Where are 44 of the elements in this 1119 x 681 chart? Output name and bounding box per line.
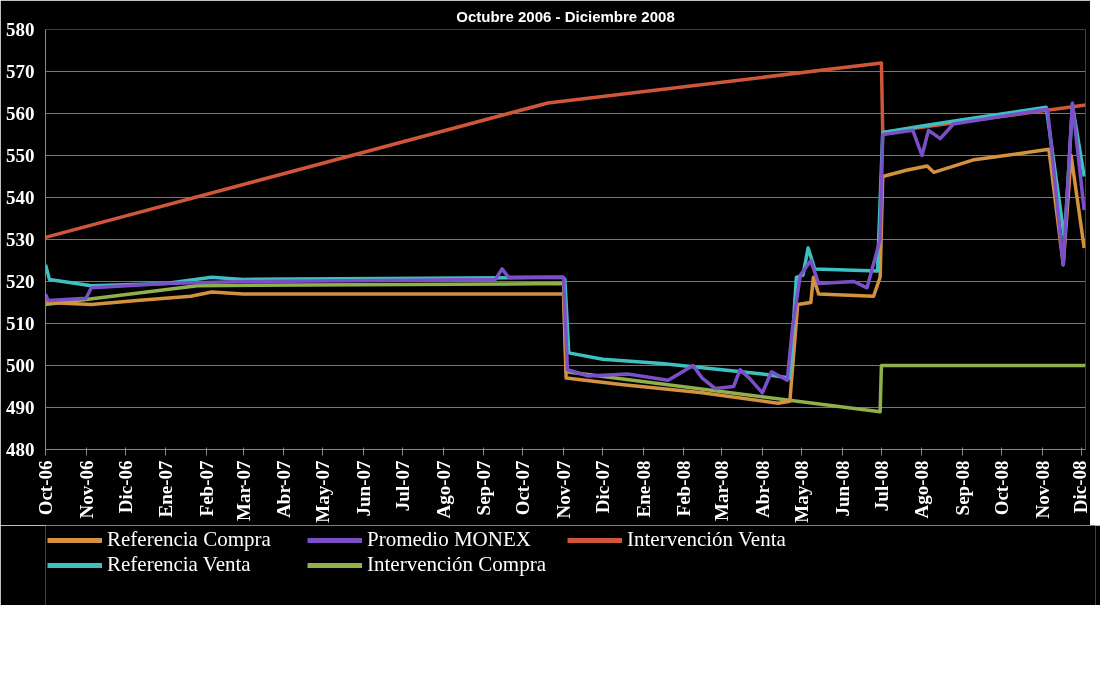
x-tick-label: Dic-06: [114, 460, 136, 514]
x-tick-label: Dic-08: [1069, 460, 1091, 514]
legend-label: Referencia Venta: [107, 552, 252, 577]
x-tick-label: Jul-07: [392, 460, 414, 512]
y-tick-label: 540: [6, 187, 35, 208]
x-tick-label: Feb-07: [195, 460, 217, 517]
x-tick-label: Feb-08: [673, 460, 695, 517]
x-tick-label: Oct-07: [512, 460, 534, 516]
y-tick-label: 510: [6, 313, 35, 334]
y-tick-label: 490: [6, 397, 35, 418]
legend-label: Referencia Compra: [107, 527, 272, 552]
chart-title: Octubre 2006 - Diciembre 2008: [456, 7, 675, 25]
x-tick-label: Ene-08: [632, 460, 654, 518]
x-tick-label: Ene-07: [155, 460, 177, 518]
legend-label: Intervención Venta: [627, 527, 787, 552]
x-tick-label: Ago-08: [911, 460, 933, 519]
x-tick-label: Sep-07: [473, 460, 495, 516]
x-tick-label: Ago-07: [432, 460, 454, 519]
x-tick-label: Abr-07: [273, 460, 295, 518]
legend-label: Intervención Compra: [367, 552, 548, 577]
y-tick-label: 520: [6, 271, 35, 292]
x-tick-label: Mar-08: [711, 460, 733, 521]
x-tick-label: Oct-08: [991, 460, 1013, 516]
y-tick-label: 500: [6, 355, 35, 376]
y-tick-label: 480: [6, 439, 35, 460]
x-tick-label: May-08: [791, 460, 813, 523]
x-tick-label: Jun-07: [352, 460, 374, 517]
x-tick-label: Nov-07: [553, 460, 575, 519]
y-tick-label: 580: [6, 19, 35, 40]
x-tick-label: Sep-08: [952, 460, 974, 516]
x-tick-label: Abr-08: [751, 460, 773, 518]
x-tick-label: Oct-06: [35, 460, 56, 516]
y-tick-label: 550: [6, 145, 35, 166]
y-tick-label: 560: [6, 103, 35, 124]
y-tick-label: 530: [6, 229, 35, 250]
x-tick-label: Jul-08: [870, 460, 892, 512]
legend-label: Promedio MONEX: [367, 527, 532, 552]
y-tick-label: 570: [6, 61, 35, 82]
x-tick-label: Jun-08: [831, 460, 853, 517]
x-tick-label: May-07: [312, 460, 334, 523]
x-tick-label: Nov-08: [1031, 460, 1053, 519]
x-tick-label: Nov-06: [75, 460, 97, 519]
x-tick-label: Dic-07: [592, 460, 614, 514]
x-tick-label: Mar-07: [232, 460, 254, 521]
